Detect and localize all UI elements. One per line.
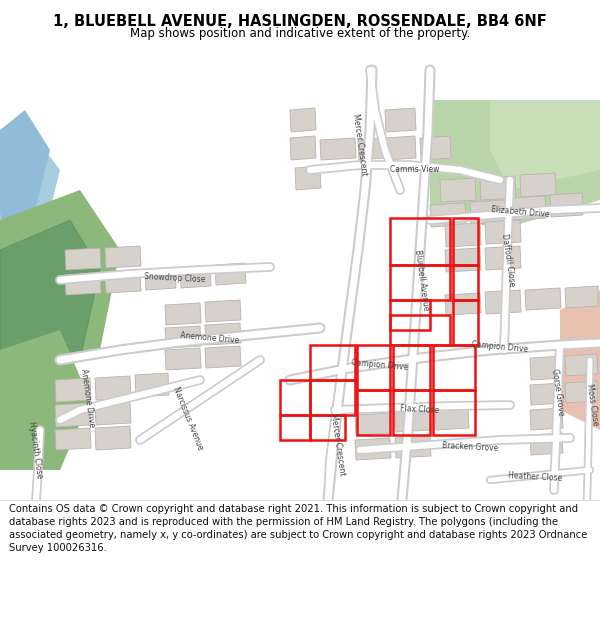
Polygon shape [530,383,563,405]
Polygon shape [530,433,563,455]
Polygon shape [55,403,91,427]
Polygon shape [485,246,521,270]
Polygon shape [435,408,469,430]
Polygon shape [65,273,101,295]
Polygon shape [550,193,583,217]
Polygon shape [180,266,211,288]
Text: Bracken Grove: Bracken Grove [442,441,498,453]
Polygon shape [420,136,451,160]
Text: Hyacinth Close: Hyacinth Close [26,421,43,479]
Text: Mercer Crescent: Mercer Crescent [351,113,369,177]
Polygon shape [565,354,598,376]
Polygon shape [445,223,481,247]
Polygon shape [320,138,356,160]
Polygon shape [165,348,201,370]
Polygon shape [165,326,201,348]
Text: Mercer Crescent: Mercer Crescent [329,413,347,477]
Text: Daffodil Close: Daffodil Close [500,233,516,287]
Polygon shape [65,248,101,270]
Polygon shape [0,330,90,470]
Text: Snowdrop Close: Snowdrop Close [144,272,206,284]
Polygon shape [145,268,176,290]
Polygon shape [430,203,466,227]
Polygon shape [95,376,131,400]
Text: Map shows position and indicative extent of the property.: Map shows position and indicative extent… [130,27,470,40]
Text: Gorse Grove: Gorse Grove [550,368,566,416]
Polygon shape [205,346,241,368]
Polygon shape [485,290,521,314]
Text: Flax Close: Flax Close [400,404,440,416]
Polygon shape [355,438,391,460]
Text: Bluebell Avenue: Bluebell Avenue [413,249,431,311]
Polygon shape [445,293,481,315]
Polygon shape [55,428,91,450]
Text: Anemone Drive: Anemone Drive [180,331,240,345]
Polygon shape [358,138,386,160]
Text: Contains OS data © Crown copyright and database right 2021. This information is : Contains OS data © Crown copyright and d… [9,504,587,553]
Text: Moss Close: Moss Close [584,383,599,427]
Polygon shape [205,300,241,322]
Polygon shape [0,110,50,250]
Polygon shape [525,288,561,310]
Polygon shape [480,176,516,200]
Polygon shape [55,378,91,402]
Polygon shape [560,290,600,430]
Polygon shape [165,303,201,325]
Polygon shape [355,413,391,435]
Polygon shape [530,356,563,380]
Polygon shape [385,136,416,160]
Polygon shape [105,271,141,293]
Polygon shape [440,178,476,202]
Polygon shape [530,408,563,430]
Polygon shape [490,100,600,190]
Text: Elizabeth Drive: Elizabeth Drive [490,205,550,219]
Polygon shape [95,426,131,450]
Polygon shape [395,436,431,458]
Text: Anemone Drive: Anemone Drive [79,368,97,428]
Polygon shape [290,108,316,132]
Polygon shape [215,263,246,285]
Polygon shape [470,200,506,224]
Polygon shape [105,246,141,268]
Text: 1, BLUEBELL AVENUE, HASLINGDEN, ROSSENDALE, BB4 6NF: 1, BLUEBELL AVENUE, HASLINGDEN, ROSSENDA… [53,14,547,29]
Text: Campion Drive: Campion Drive [351,358,409,372]
Polygon shape [295,166,321,190]
Polygon shape [385,108,416,132]
Polygon shape [205,323,241,345]
Polygon shape [520,173,556,197]
Polygon shape [135,373,169,397]
Polygon shape [565,286,598,308]
Text: Narcissus Avenue: Narcissus Avenue [171,385,205,451]
Polygon shape [430,100,600,230]
Polygon shape [485,220,521,244]
Polygon shape [445,248,481,272]
Polygon shape [95,401,131,425]
Text: Campion Drive: Campion Drive [471,340,529,354]
Text: Heather Close: Heather Close [508,471,562,483]
Polygon shape [510,196,546,220]
Polygon shape [0,220,100,380]
Polygon shape [395,410,431,432]
Polygon shape [0,130,60,270]
Polygon shape [565,381,598,403]
Polygon shape [0,190,120,370]
Text: Camms View: Camms View [391,166,440,174]
Polygon shape [290,136,316,160]
